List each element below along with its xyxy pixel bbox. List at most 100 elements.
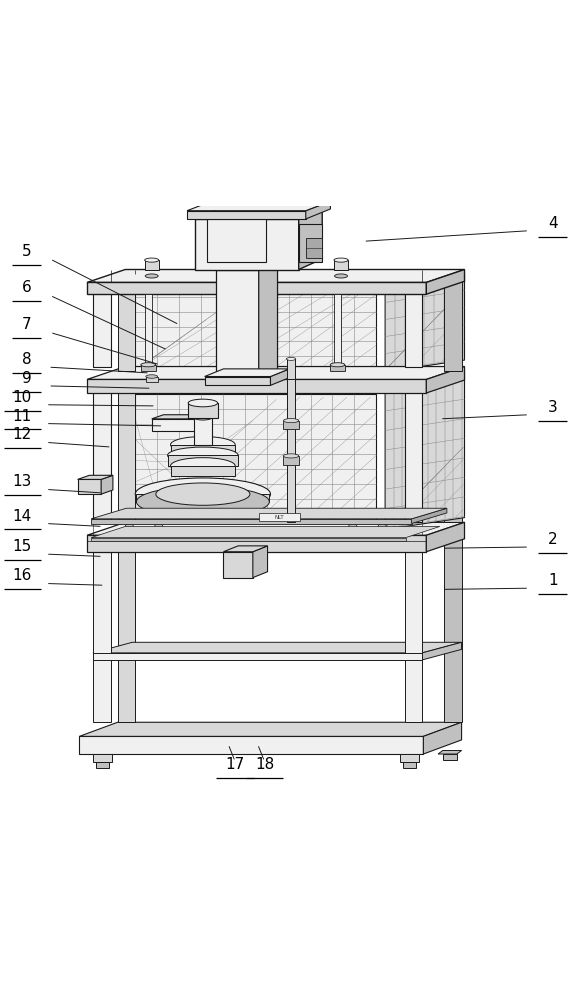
Polygon shape <box>287 359 295 379</box>
Text: 15: 15 <box>13 539 32 554</box>
Polygon shape <box>216 270 259 379</box>
Polygon shape <box>93 653 422 660</box>
Polygon shape <box>145 260 159 270</box>
Polygon shape <box>87 270 465 282</box>
Polygon shape <box>438 750 462 754</box>
Polygon shape <box>171 445 235 455</box>
Polygon shape <box>207 219 266 262</box>
Ellipse shape <box>145 274 158 278</box>
Text: 2: 2 <box>548 532 557 547</box>
Polygon shape <box>405 282 422 367</box>
Polygon shape <box>299 224 322 262</box>
Ellipse shape <box>334 258 348 262</box>
Ellipse shape <box>171 458 235 474</box>
Polygon shape <box>135 282 376 371</box>
Polygon shape <box>78 475 113 479</box>
Polygon shape <box>141 365 156 371</box>
Polygon shape <box>96 762 109 768</box>
Polygon shape <box>91 508 447 519</box>
Text: 1: 1 <box>548 573 557 588</box>
Ellipse shape <box>145 258 159 262</box>
Polygon shape <box>118 529 135 722</box>
Circle shape <box>377 524 387 533</box>
Polygon shape <box>145 294 152 367</box>
Polygon shape <box>93 642 462 653</box>
Polygon shape <box>412 508 447 524</box>
Polygon shape <box>101 475 113 494</box>
Circle shape <box>348 524 358 533</box>
Polygon shape <box>87 535 426 552</box>
Polygon shape <box>205 369 289 377</box>
Polygon shape <box>195 208 322 219</box>
Text: 9: 9 <box>22 371 31 386</box>
Polygon shape <box>306 201 330 219</box>
Polygon shape <box>405 535 422 722</box>
Polygon shape <box>171 466 235 476</box>
Text: 8: 8 <box>22 352 31 367</box>
Polygon shape <box>152 419 200 431</box>
Polygon shape <box>146 377 158 382</box>
Polygon shape <box>426 367 465 393</box>
Polygon shape <box>87 379 426 393</box>
Text: 17: 17 <box>226 757 245 772</box>
Polygon shape <box>91 519 412 524</box>
Polygon shape <box>195 219 299 270</box>
Ellipse shape <box>135 478 270 510</box>
Text: 6: 6 <box>22 280 31 295</box>
Polygon shape <box>385 274 465 372</box>
Polygon shape <box>152 415 212 419</box>
Polygon shape <box>118 274 135 371</box>
Ellipse shape <box>141 363 155 367</box>
Polygon shape <box>443 754 457 760</box>
Polygon shape <box>187 211 306 219</box>
Ellipse shape <box>171 436 235 453</box>
Polygon shape <box>405 379 422 522</box>
Polygon shape <box>444 274 462 371</box>
Ellipse shape <box>146 375 158 378</box>
Polygon shape <box>200 415 212 431</box>
Polygon shape <box>334 260 348 270</box>
Ellipse shape <box>335 274 348 278</box>
Polygon shape <box>78 479 101 494</box>
Polygon shape <box>253 546 268 578</box>
Polygon shape <box>187 201 330 211</box>
Text: 11: 11 <box>13 409 32 424</box>
Polygon shape <box>93 379 111 522</box>
Polygon shape <box>334 294 341 367</box>
Polygon shape <box>259 513 300 521</box>
Polygon shape <box>91 538 406 541</box>
Polygon shape <box>216 262 278 270</box>
Polygon shape <box>87 367 465 379</box>
Polygon shape <box>299 208 322 270</box>
Polygon shape <box>93 535 111 722</box>
Ellipse shape <box>194 415 212 420</box>
Polygon shape <box>188 403 218 418</box>
Polygon shape <box>330 365 345 371</box>
Polygon shape <box>91 526 440 538</box>
Circle shape <box>125 524 134 533</box>
Ellipse shape <box>286 357 296 360</box>
Polygon shape <box>168 455 238 466</box>
Polygon shape <box>93 754 112 762</box>
Text: 14: 14 <box>13 509 32 524</box>
Polygon shape <box>205 377 270 385</box>
Polygon shape <box>287 379 295 522</box>
Polygon shape <box>79 736 423 754</box>
Circle shape <box>154 524 163 533</box>
Polygon shape <box>93 282 111 367</box>
Polygon shape <box>259 262 278 379</box>
Ellipse shape <box>188 399 218 407</box>
Ellipse shape <box>330 363 345 367</box>
Polygon shape <box>306 238 322 258</box>
Polygon shape <box>79 722 462 736</box>
Polygon shape <box>403 762 416 768</box>
Ellipse shape <box>168 447 238 464</box>
Text: NLT: NLT <box>275 515 284 520</box>
Polygon shape <box>87 522 465 535</box>
Ellipse shape <box>283 454 299 458</box>
Polygon shape <box>135 394 376 529</box>
Polygon shape <box>423 722 462 754</box>
Polygon shape <box>223 552 253 578</box>
Text: 12: 12 <box>13 427 32 442</box>
Polygon shape <box>223 546 268 552</box>
